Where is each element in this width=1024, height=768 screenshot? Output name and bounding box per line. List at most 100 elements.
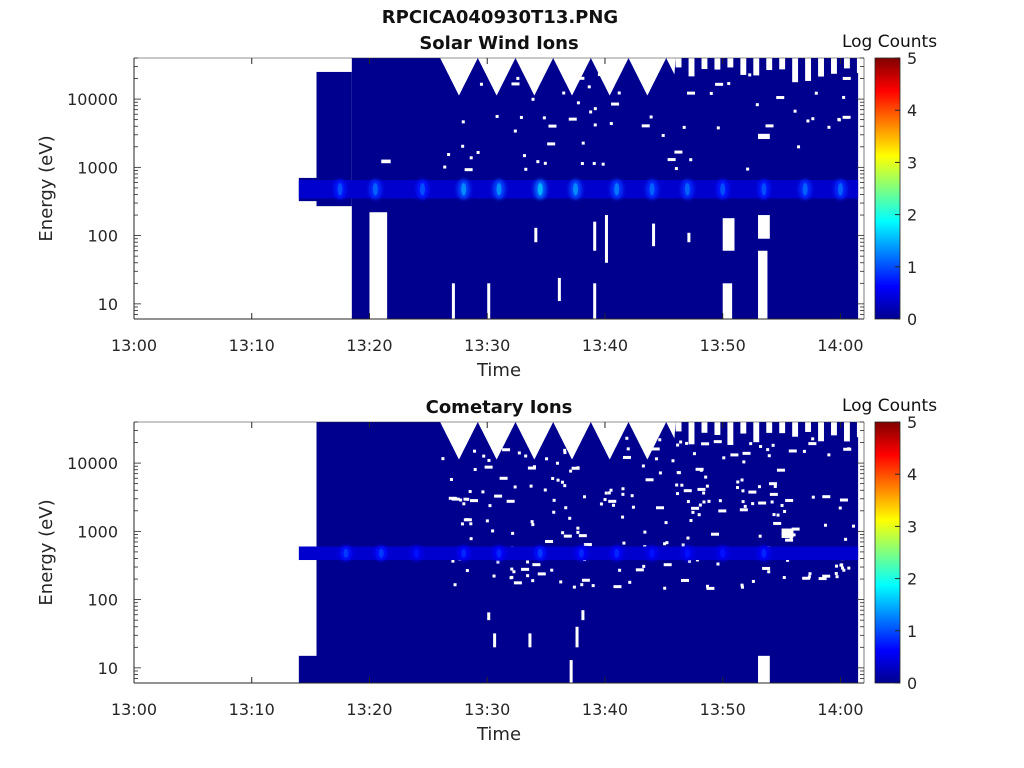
data-gap-speck [603,498,607,502]
data-gap-speck [631,505,635,509]
y-tick-label: 10000 [67,454,118,473]
data-gap-speck [443,165,447,169]
data-gap-speck [767,570,771,574]
data-gap [781,528,794,538]
data-gap-speck [773,521,782,525]
y-axis-label: Energy (eV) [36,135,57,241]
data-gap-speck [691,506,700,510]
x-tick-label: 13:10 [229,336,275,355]
data-gap-speck [765,124,774,128]
peak-core [378,548,384,558]
data-gap-speck [655,506,664,510]
data-gap-speck [689,519,693,523]
data-gap-speck [680,483,684,487]
data-gap-speck [516,76,520,80]
high-energy-gap [805,58,812,81]
data-gap-speck [646,447,650,451]
high-energy-gap [856,422,863,438]
data-gap-speck [542,116,546,120]
data-gap-speck [802,449,806,453]
data-gap-speck [677,471,681,475]
data-gap-speck [811,437,815,441]
data-gap-speck [806,119,810,123]
y-tick-label: 1000 [77,522,118,541]
peak-core [684,183,690,196]
data-gap-speck [697,513,701,517]
data-gap-speck [676,492,680,496]
data-gap-speck [715,82,724,86]
data-gap-speck [580,583,584,587]
data-gap-speck [842,568,846,572]
data-gap-speck [543,488,547,492]
data-gap-speck [791,527,800,531]
data-gap-speck [664,521,668,525]
data-gap-speck [465,569,469,573]
x-tick-label: 13:30 [464,700,510,719]
data-gap-speck [609,488,613,492]
data-gap-speck [658,471,662,475]
data-gap-speck [692,452,696,456]
peak-core [837,183,843,196]
data-gap-speck [686,536,690,540]
data-gap-speck [740,478,744,482]
data-gap-speck [621,487,625,491]
data-gap-speck [762,566,771,570]
colorbar [874,421,901,684]
data-gap-speck [663,542,667,546]
data-gap-streak [581,610,585,621]
x-tick-label: 13:40 [582,700,628,719]
high-energy-gap [740,422,747,434]
data-gap-speck [461,120,465,124]
data-gap-speck [691,510,695,514]
data-gap-speck [578,534,587,538]
data-gap-speck [581,578,590,582]
x-tick-label: 13:30 [464,336,510,355]
data-gap-speck [526,560,530,564]
data-gap-speck [663,563,672,567]
data-gap-speck [464,168,473,172]
data-gap-speck [674,150,683,154]
peak-core [573,183,579,196]
data-gap-speck [451,559,455,563]
data-gap-speck [641,442,645,446]
data-gap-speck [698,503,702,507]
data-gap-speck [736,486,740,490]
data-gap-speck [786,558,790,562]
data-gap-speck [654,457,658,461]
data-gap-speck [785,538,794,542]
data-gap-speck [449,73,458,77]
data-gap-speck [839,498,848,502]
data-gap-speck [576,526,580,530]
data-gap-speck [834,564,838,568]
data-gap-speck [626,447,630,451]
data-gap-speck [643,530,647,534]
data-gap-speck [583,495,587,499]
data-gap-speck [536,442,540,446]
x-tick-label: 13:00 [111,336,157,355]
high-energy-gap [831,422,837,436]
data-gap-speck [843,447,852,451]
data-gap-speck [563,534,572,538]
y-tick-label: 10 [98,295,118,314]
high-energy-gap [701,422,708,433]
data-gap [369,212,388,319]
peak-core [343,548,349,558]
data-gap-speck [511,82,520,86]
data-gap-speck [651,447,660,451]
x-tick-label: 14:00 [817,336,863,355]
data-gap-speck [494,494,503,498]
data-gap-streak [487,283,491,319]
y-tick-label: 1000 [77,158,118,177]
data-gap-speck [581,141,585,145]
data-gap-streak [652,223,656,247]
data-gap-speck [592,161,596,165]
data-gap-speck [757,485,761,489]
colorbar-tick-label: 3 [907,153,917,172]
data-gap-speck [459,498,463,502]
data-gap-speck [511,531,515,535]
data-gap-speck [741,500,745,504]
high-energy-gap [818,422,824,442]
data-gap-streak [575,626,579,648]
data-gap [722,283,733,319]
data-gap-speck [519,115,523,119]
